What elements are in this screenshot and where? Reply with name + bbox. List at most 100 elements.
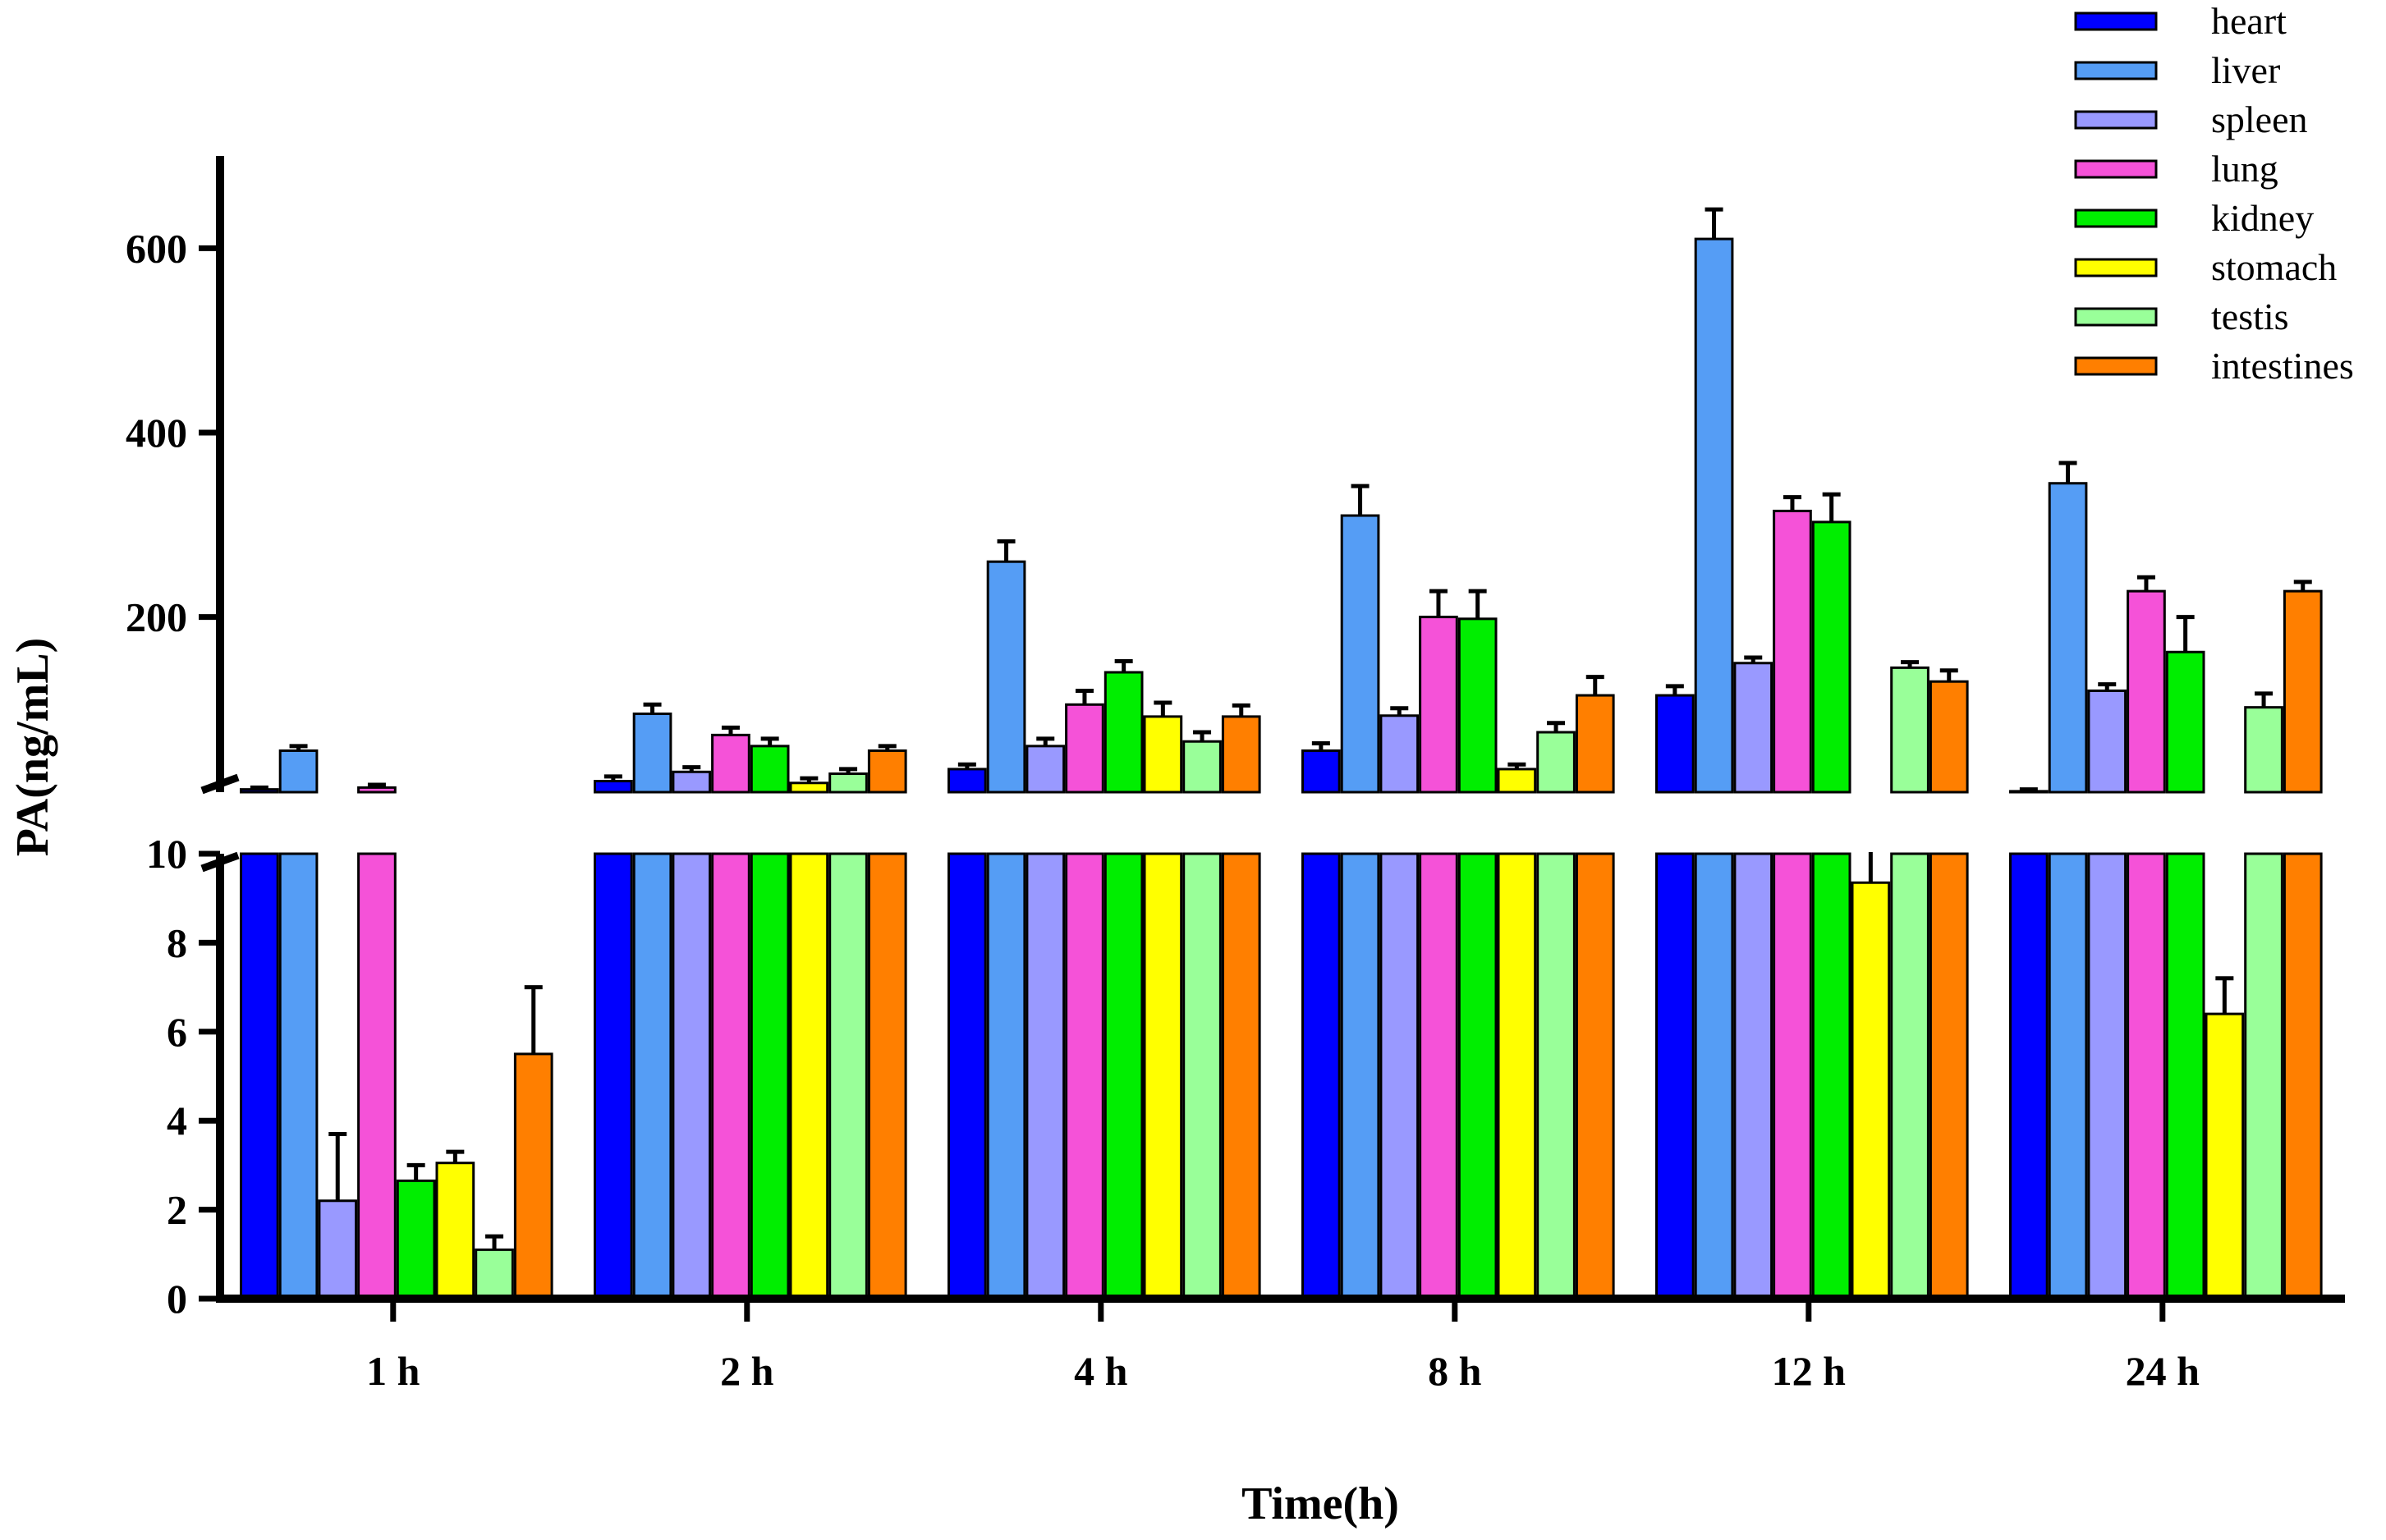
y-tick-label-6: 6 (167, 1009, 187, 1055)
bar-heart-4h (948, 852, 987, 1300)
bar-spleen-8h-upper (1379, 714, 1420, 794)
x-tick-label-8h: 8 h (1428, 1348, 1482, 1394)
y-tick-label-2: 2 (167, 1187, 187, 1233)
bar-testis-4h-upper (1182, 740, 1222, 794)
bar-lung-8h-upper (1419, 616, 1458, 794)
bar-kidney-1h (396, 1179, 436, 1300)
bar-lung-1h (357, 852, 397, 1300)
bar-lung-8h (1419, 852, 1458, 1300)
bar-stomach-12h (1851, 881, 1891, 1300)
bar-stomach-8h-upper (1497, 768, 1537, 794)
bar-heart-2h-upper (594, 780, 633, 794)
axes-layer: 0 2 4 6 8 10 200 400 600 1 h 2 h 4 h 8 h 12 h 24 h (126, 156, 2345, 1394)
bar-intestines-24h-upper (2283, 589, 2323, 794)
bar-kidney-2h (750, 852, 790, 1300)
legend-swatch-intestines (2074, 356, 2158, 376)
x-tick-label-1h: 1 h (366, 1348, 420, 1394)
x-axis-title: Time(h) (1241, 1478, 1399, 1529)
axis-break-mark-lower (200, 851, 240, 873)
bar-spleen-24h (2087, 852, 2127, 1300)
bar-lung-12h-upper (1773, 509, 1812, 794)
bar-heart-1h (240, 852, 279, 1300)
bar-testis-2h (828, 852, 868, 1300)
bar-spleen-12h (1733, 852, 1773, 1300)
bars-layer (195, 207, 2356, 1300)
bar-intestines-4h-upper (1221, 715, 1261, 794)
legend-label-intestines: intestines (2211, 345, 2354, 387)
bar-heart-2h (594, 852, 633, 1300)
legend: heart liver spleen lung kidney stomach testis i… (2074, 0, 2354, 387)
legend-label-lung: lung (2211, 148, 2278, 190)
y-tick-label-4: 4 (167, 1098, 187, 1144)
bar-spleen-4h-upper (1026, 745, 1066, 794)
legend-label-stomach: stomach (2211, 246, 2337, 288)
bar-lung-4h (1065, 852, 1104, 1300)
bar-lung-12h (1773, 852, 1812, 1300)
legend-swatch-testis (2074, 307, 2158, 327)
bar-liver-12h (1694, 852, 1734, 1300)
legend-label-kidney: kidney (2211, 197, 2314, 239)
bar-liver-24h (2048, 852, 2088, 1300)
bar-kidney-24h (2165, 852, 2205, 1300)
bar-spleen-8h (1379, 852, 1420, 1300)
bar-heart-8h-upper (1301, 749, 1341, 794)
bar-spleen-1h (318, 1199, 358, 1300)
bar-testis-8h (1536, 852, 1576, 1300)
bar-stomach-2h (789, 852, 829, 1300)
bar-kidney-24h-upper (2165, 650, 2205, 794)
bar-testis-8h-upper (1536, 731, 1576, 794)
bar-testis-2h-upper (828, 772, 868, 794)
bar-testis-12h (1890, 852, 1929, 1300)
legend-label-heart: heart (2211, 0, 2287, 42)
x-tick-label-2h: 2 h (720, 1348, 774, 1394)
axis-break-mark-upper (200, 773, 240, 795)
bar-kidney-4h-upper (1104, 671, 1144, 794)
bar-stomach-24h (2205, 1012, 2245, 1300)
bar-liver-12h-upper (1694, 237, 1734, 794)
legend-label-liver: liver (2211, 49, 2280, 91)
bar-kidney-8h (1457, 852, 1498, 1300)
bar-heart-1h-upper (240, 788, 279, 794)
bar-stomach-8h (1497, 852, 1537, 1300)
bar-spleen-4h (1026, 852, 1066, 1300)
bar-kidney-12h (1811, 852, 1851, 1300)
legend-swatch-spleen (2074, 110, 2158, 130)
bar-stomach-4h-upper (1143, 715, 1183, 794)
bar-intestines-8h (1575, 852, 1615, 1300)
bar-heart-8h (1301, 852, 1341, 1300)
bar-intestines-2h (867, 852, 907, 1300)
bar-liver-1h (278, 852, 319, 1300)
bar-testis-1h (475, 1248, 514, 1300)
y-tick-label-0: 0 (167, 1276, 187, 1322)
bar-liver-8h-upper (1340, 514, 1380, 794)
legend-swatch-kidney (2074, 209, 2158, 228)
bar-intestines-12h-upper (1929, 680, 1969, 794)
bar-stomach-4h (1143, 852, 1183, 1300)
bar-kidney-4h (1104, 852, 1144, 1300)
bar-spleen-12h-upper (1733, 662, 1773, 794)
bar-stomach-2h-upper (789, 781, 829, 794)
bar-intestines-2h-upper (867, 749, 907, 794)
bar-liver-24h-upper (2048, 482, 2088, 794)
legend-label-spleen: spleen (2211, 99, 2308, 140)
bar-kidney-8h-upper (1457, 617, 1498, 794)
bar-liver-2h-upper (632, 713, 672, 794)
y-tick-label-10: 10 (146, 831, 187, 877)
y-tick-label-200: 200 (126, 594, 187, 640)
bar-lung-2h-upper (711, 733, 750, 794)
axis-break-gap (195, 794, 2356, 852)
bar-liver-4h (986, 852, 1026, 1300)
legend-swatch-heart (2074, 11, 2158, 31)
bar-liver-1h-upper (278, 749, 319, 794)
bar-liver-4h-upper (986, 560, 1026, 794)
bar-lung-24h-upper (2127, 589, 2166, 794)
bar-intestines-1h (513, 1052, 553, 1300)
legend-swatch-liver (2074, 61, 2158, 80)
legend-swatch-lung (2074, 159, 2158, 179)
bar-spleen-2h (672, 852, 712, 1300)
bar-heart-24h (2009, 852, 2049, 1300)
bar-intestines-8h-upper (1575, 694, 1615, 794)
bar-heart-4h-upper (948, 768, 987, 794)
bar-lung-4h-upper (1065, 703, 1104, 794)
